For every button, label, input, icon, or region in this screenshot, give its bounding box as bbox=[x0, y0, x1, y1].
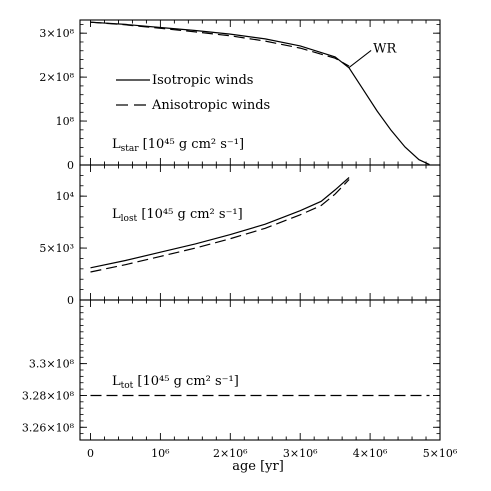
y-tick-label: 3.28×10⁸ bbox=[22, 389, 75, 402]
series-dashed-line bbox=[90, 179, 350, 273]
panels: 0 10⁸ 2×10⁸ 3×10⁸ Lstar [10⁴⁵ g cm² s⁻¹] Isot… bbox=[22, 19, 458, 460]
series-solid-line bbox=[90, 177, 350, 269]
y-tick-label: 0 bbox=[67, 294, 74, 307]
y-tick-label: 3.26×10⁸ bbox=[22, 421, 75, 434]
panel-label-subscript: star bbox=[121, 144, 140, 154]
panel-middle: 0 5×10³ 10⁴ Llost [10⁴⁵ g cm² s⁻¹] bbox=[39, 164, 441, 307]
annotation-leader bbox=[348, 50, 372, 68]
series-solid-line bbox=[90, 21, 430, 166]
annotation-wr: WR bbox=[373, 41, 397, 56]
panel-label: Llost [10⁴⁵ g cm² s⁻¹] bbox=[112, 207, 243, 224]
panel-label: Ltot [10⁴⁵ g cm² s⁻¹] bbox=[112, 374, 239, 391]
x-tick-label: 2×10⁶ bbox=[213, 447, 248, 460]
y-tick-label: 3.3×10⁸ bbox=[29, 358, 75, 371]
legend-label: Isotropic winds bbox=[152, 73, 253, 88]
series-dashed-line bbox=[90, 21, 350, 67]
x-tick-label: 3×10⁶ bbox=[283, 447, 318, 460]
panel-label-units: [10⁴⁵ g cm² s⁻¹] bbox=[137, 207, 243, 222]
panel-label-symbol: L bbox=[112, 374, 121, 389]
panel-label-units: [10⁴⁵ g cm² s⁻¹] bbox=[133, 374, 239, 389]
legend-label: Anisotropic winds bbox=[151, 98, 270, 113]
panel-bottom: 3.26×10⁸ 3.28×10⁸ 3.3×10⁸ Ltot [10⁴⁵ g cm² … bbox=[22, 299, 441, 441]
x-tick-label: 0 bbox=[87, 447, 94, 460]
y-tick-label: 3×10⁸ bbox=[39, 27, 74, 40]
panel-label-symbol: L bbox=[112, 137, 121, 152]
y-tick-label: 10⁸ bbox=[56, 115, 75, 128]
panel-frame bbox=[79, 164, 441, 301]
panel-label-subscript: tot bbox=[121, 381, 134, 391]
x-axis-label: age [yr] bbox=[232, 459, 284, 474]
y-tick-label: 0 bbox=[67, 159, 74, 172]
panel-label: Lstar [10⁴⁵ g cm² s⁻¹] bbox=[112, 137, 244, 154]
panel-label-subscript: lost bbox=[121, 214, 138, 224]
panel-frame bbox=[79, 299, 441, 441]
panel-label-symbol: L bbox=[112, 207, 121, 222]
panel-top: 0 10⁸ 2×10⁸ 3×10⁸ Lstar [10⁴⁵ g cm² s⁻¹] Isot… bbox=[39, 19, 441, 172]
x-tick-label: 10⁶ bbox=[151, 447, 170, 460]
x-tick-label: 4×10⁶ bbox=[353, 447, 388, 460]
x-tick-label: 5×10⁶ bbox=[423, 447, 458, 460]
panel-label-units: [10⁴⁵ g cm² s⁻¹] bbox=[139, 137, 245, 152]
y-tick-label: 10⁴ bbox=[56, 190, 75, 203]
y-tick-label: 5×10³ bbox=[39, 242, 74, 255]
y-tick-label: 2×10⁸ bbox=[39, 71, 74, 84]
